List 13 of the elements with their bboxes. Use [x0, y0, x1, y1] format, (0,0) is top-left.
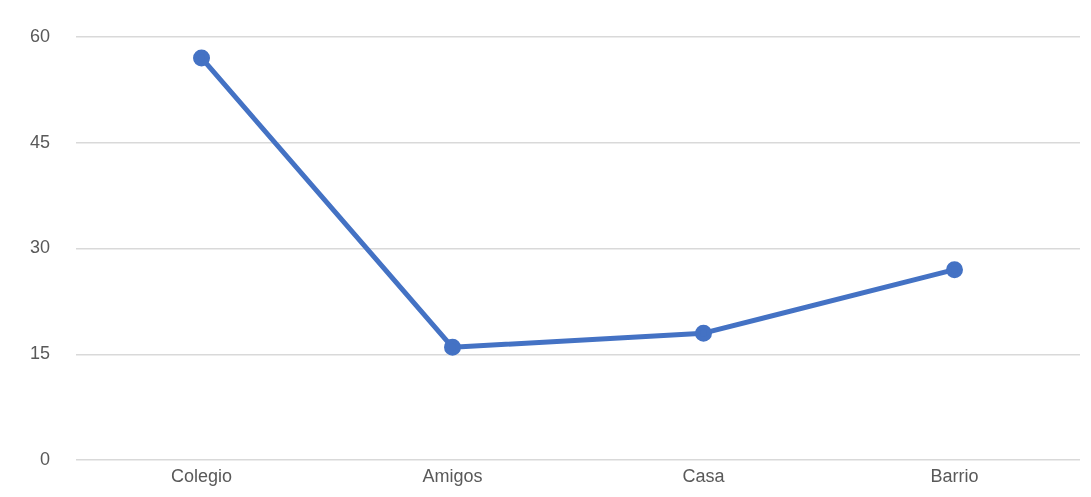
y-tick-label: 0: [40, 449, 51, 470]
point: [695, 324, 713, 342]
point: [444, 338, 462, 356]
x-tick-label: Casa: [682, 465, 726, 486]
y-tick-label: 15: [29, 343, 51, 364]
x-tick-label: Barrio: [930, 465, 979, 486]
x-tick-label: Amigos: [422, 465, 483, 486]
point: [946, 261, 963, 279]
y-tick-label: 45: [29, 131, 51, 152]
y-tick-label: 30: [29, 237, 51, 258]
x-tick-label: Colegio: [171, 465, 233, 486]
y-tick-label: 60: [29, 25, 51, 46]
point: [193, 49, 211, 67]
